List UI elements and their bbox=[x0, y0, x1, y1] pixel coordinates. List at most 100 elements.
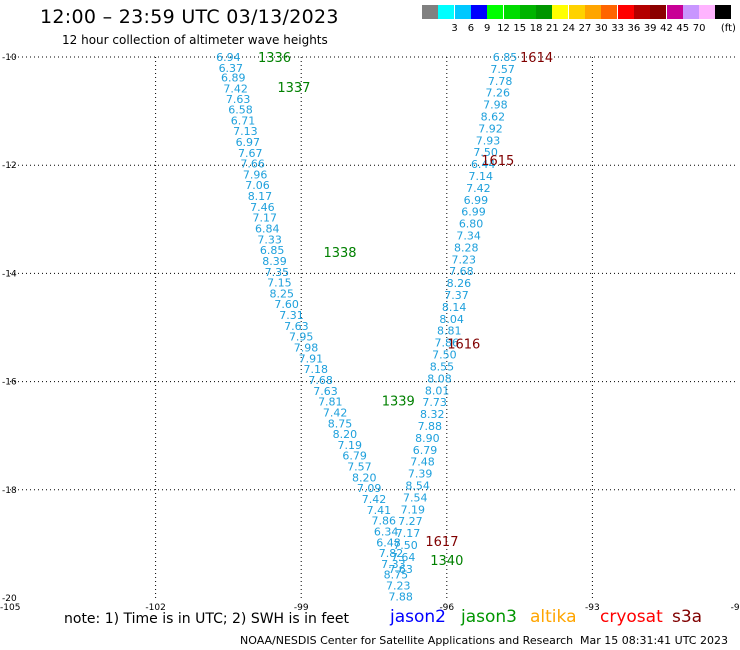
legend-label: 33 bbox=[611, 23, 624, 34]
legend-label: 36 bbox=[627, 23, 641, 34]
lon-tick-label: -96 bbox=[439, 603, 454, 613]
swh-value-label: 6.85 bbox=[493, 51, 518, 64]
swh-value-label: 6.84 bbox=[255, 222, 280, 235]
legend-swatch bbox=[617, 5, 634, 19]
swh-value-label: 7.18 bbox=[304, 363, 329, 376]
time-label: 1617 bbox=[425, 535, 458, 550]
legend-swatch bbox=[601, 5, 618, 19]
swh-value-label: 7.73 bbox=[422, 396, 447, 409]
legend-unit: (ft) bbox=[720, 23, 736, 34]
legend-label: 24 bbox=[562, 23, 576, 34]
legend-label: 12 bbox=[497, 23, 510, 34]
note-text: note: 1) Time is in UTC; 2) SWH is in fe… bbox=[64, 611, 350, 627]
swh-value-label: 7.81 bbox=[318, 396, 343, 409]
swh-value-label: 7.46 bbox=[250, 201, 275, 214]
satellite-jason2: jason2 bbox=[390, 607, 446, 627]
legend-label: 18 bbox=[529, 23, 543, 34]
swh-value-label: 7.31 bbox=[279, 309, 304, 322]
swh-value-label: 7.42 bbox=[323, 406, 348, 419]
swh-value-label: 7.26 bbox=[486, 87, 511, 100]
swh-value-label: 7.35 bbox=[265, 266, 290, 279]
swh-value-label: 7.96 bbox=[243, 168, 268, 181]
lat-tick-label: -10 bbox=[2, 53, 17, 63]
legend-label: 9 bbox=[484, 23, 491, 34]
swh-value-label: 7.93 bbox=[476, 134, 501, 147]
satellite-s3a: s3a bbox=[672, 607, 703, 627]
legend-swatch bbox=[585, 5, 601, 19]
swh-value-label: 8.75 bbox=[384, 569, 409, 582]
lon-tick-label: -90 bbox=[731, 603, 740, 613]
swh-value-label: 8.75 bbox=[328, 417, 353, 430]
time-label: 1616 bbox=[447, 338, 480, 353]
swh-value-label: 8.28 bbox=[454, 241, 479, 254]
swh-value-label: 6.80 bbox=[459, 218, 484, 231]
swh-value-label: 7.66 bbox=[240, 158, 265, 171]
time-label: 1340 bbox=[430, 554, 463, 569]
swh-value-label: 7.09 bbox=[357, 482, 382, 495]
swh-value-label: 7.50 bbox=[432, 349, 457, 362]
swh-value-label: 7.50 bbox=[473, 146, 498, 159]
swh-value-label: 8.81 bbox=[437, 325, 462, 338]
swh-value-label: 6.94 bbox=[216, 51, 241, 64]
legend-label: 70 bbox=[692, 23, 706, 34]
swh-value-label: 6.48 bbox=[376, 536, 401, 549]
lat-tick-label: -16 bbox=[2, 378, 17, 388]
timestamp-text: Mar 15 08:31:41 UTC 2023 bbox=[580, 634, 728, 647]
legend-label: 45 bbox=[676, 23, 690, 34]
legend-swatch bbox=[715, 5, 732, 19]
swh-value-label: 7.17 bbox=[396, 527, 421, 540]
swh-value-label: 7.37 bbox=[444, 289, 469, 302]
swh-value-label: 7.15 bbox=[267, 277, 292, 290]
legend-swatch bbox=[503, 5, 520, 19]
swh-value-label: 6.97 bbox=[236, 136, 261, 149]
legend-swatch bbox=[422, 5, 438, 19]
legend-swatch bbox=[650, 5, 667, 19]
swh-value-label: 7.82 bbox=[379, 547, 404, 560]
time-label: 1338 bbox=[323, 246, 356, 261]
lon-tick-label: -105 bbox=[0, 603, 20, 613]
swh-value-label: 7.34 bbox=[456, 230, 481, 243]
swh-value-label: 7.54 bbox=[403, 491, 428, 504]
swh-value-label: 8.32 bbox=[420, 408, 445, 421]
swh-value-label: 8.17 bbox=[248, 190, 273, 203]
legend-label: 3 bbox=[451, 23, 458, 34]
swh-value-label: 7.63 bbox=[284, 320, 309, 333]
swh-value-label: 7.42 bbox=[223, 82, 248, 95]
satellite-jason3: jason3 bbox=[461, 607, 517, 627]
satellite-altika: altika bbox=[530, 607, 577, 627]
legend-swatch bbox=[438, 5, 455, 19]
swh-value-label: 7.57 bbox=[490, 63, 515, 76]
swh-value-label: 6.79 bbox=[342, 450, 367, 463]
swh-value-label: 7.78 bbox=[488, 75, 513, 88]
swh-value-label: 7.88 bbox=[388, 590, 413, 603]
lat-tick-label: -14 bbox=[2, 269, 17, 279]
swh-value-label: 7.68 bbox=[449, 265, 474, 278]
map-subtitle: 12 hour collection of altimeter wave hei… bbox=[62, 33, 328, 47]
swh-value-label: 7.13 bbox=[233, 125, 258, 138]
swh-value-label: 7.33 bbox=[381, 558, 406, 571]
time-label: 1339 bbox=[382, 395, 415, 410]
swh-value-label: 7.86 bbox=[371, 515, 396, 528]
legend-label: 27 bbox=[578, 23, 592, 34]
legend-label: 21 bbox=[546, 23, 559, 34]
swh-value-label: 8.08 bbox=[427, 372, 452, 385]
swh-value-label: 7.98 bbox=[294, 342, 319, 355]
swh-value-label: 6.99 bbox=[461, 206, 486, 219]
legend-swatch bbox=[487, 5, 504, 19]
legend-label: 15 bbox=[513, 23, 527, 34]
swh-value-label: 7.06 bbox=[245, 179, 270, 192]
swh-value-label: 7.63 bbox=[388, 563, 413, 576]
lat-tick-label: -20 bbox=[2, 594, 17, 604]
swh-value-label: 7.60 bbox=[274, 298, 299, 311]
legend-label: 6 bbox=[467, 23, 475, 34]
swh-value-label: 8.54 bbox=[405, 479, 430, 492]
swh-value-label: 7.88 bbox=[418, 420, 443, 433]
swh-value-label: 8.25 bbox=[270, 287, 295, 300]
swh-value-label: 7.68 bbox=[308, 374, 333, 387]
swh-value-label: 7.27 bbox=[398, 515, 423, 528]
swh-value-label: 6.34 bbox=[374, 525, 399, 538]
swh-value-label: 7.64 bbox=[391, 551, 416, 564]
swh-value-label: 8.04 bbox=[439, 313, 464, 326]
swh-value-label: 7.41 bbox=[367, 504, 392, 517]
